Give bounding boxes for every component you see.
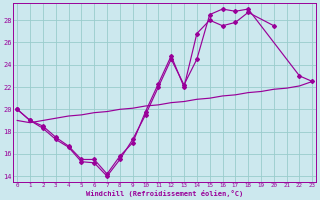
X-axis label: Windchill (Refroidissement éolien,°C): Windchill (Refroidissement éolien,°C) bbox=[86, 190, 244, 197]
